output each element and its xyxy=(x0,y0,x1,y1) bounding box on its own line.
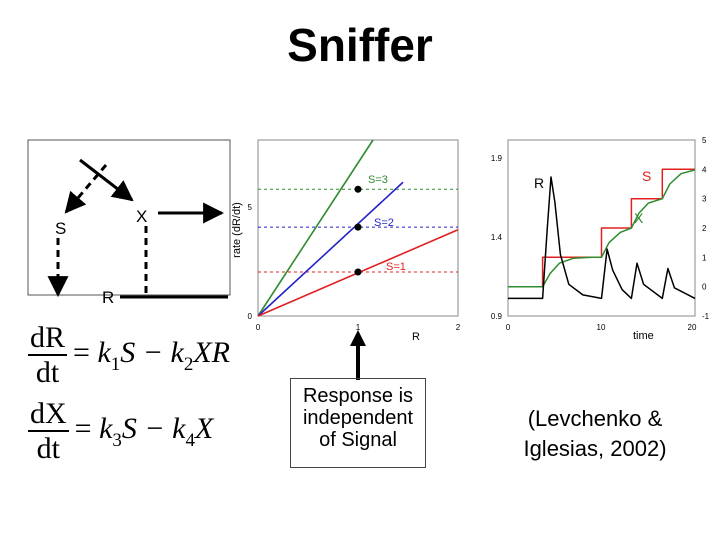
node-r-label: R xyxy=(102,288,114,307)
label-s1: S=1 xyxy=(386,261,406,273)
citation-line: (Levchenko & xyxy=(527,406,663,431)
eq2-k-index: 3 xyxy=(112,430,122,451)
s-to-x-dashed-arrow xyxy=(64,164,108,214)
time-series-line xyxy=(508,176,696,300)
time-left-tick: 0.9 xyxy=(491,312,503,321)
intersection-dot xyxy=(354,185,362,193)
label-s2: S=2 xyxy=(374,217,394,229)
eq2-term2: X xyxy=(195,412,214,445)
time-series-line xyxy=(508,169,696,288)
time-plot-series xyxy=(508,168,696,300)
equation-dx-dt: dX dt = k3S − k4X xyxy=(28,398,213,466)
rate-series-line xyxy=(257,139,374,317)
rate-x-tick: 2 xyxy=(456,323,461,332)
rate-y-tick: 5 xyxy=(248,203,253,212)
time-x-tick: 10 xyxy=(597,323,606,332)
eq2-equals: = xyxy=(74,412,100,445)
time-series-line xyxy=(508,168,695,288)
time-x-tick: 0 xyxy=(506,323,511,332)
diagram-frame xyxy=(27,139,231,296)
time-right-tick: 4 xyxy=(702,165,707,174)
label-s3: S=3 xyxy=(368,174,388,186)
page-title: Sniffer xyxy=(287,19,433,71)
time-right-tick: -1 xyxy=(702,312,710,321)
eq2-k: k xyxy=(99,412,113,445)
rate-series-line xyxy=(257,181,404,317)
citation-line: Iglesias, 2002) xyxy=(523,436,667,461)
eq2-k4: k xyxy=(172,412,186,445)
equation-dr-dt: dR dt = k1S − k2XR xyxy=(28,322,230,390)
eq2-term: S − xyxy=(121,412,173,445)
rate-plot-frame xyxy=(257,139,459,317)
eq1-k2-index: 2 xyxy=(183,354,194,375)
intersection-dot xyxy=(354,268,362,276)
eq2-k4-index: 4 xyxy=(185,430,196,451)
rate-y-tick: 0 xyxy=(248,312,253,321)
response-arrow-head xyxy=(350,330,366,346)
eq1-equals: = xyxy=(73,336,98,369)
signal-source-arrow xyxy=(79,158,134,202)
time-right-tick: 0 xyxy=(702,283,707,292)
response-note-line: of Signal xyxy=(319,429,397,451)
time-right-tick: 1 xyxy=(702,253,707,262)
time-left-tick: 1.4 xyxy=(491,233,503,242)
time-x-tick: 20 xyxy=(688,323,697,332)
response-note-line: Response is xyxy=(302,385,414,407)
response-note-box: Response is independent of Signal xyxy=(290,378,426,468)
eq1-term2: XR xyxy=(193,336,230,369)
intersection-dot xyxy=(354,223,362,231)
time-right-ticks: -1 0 1 2 3 4 5 xyxy=(702,136,710,321)
eq1-rhs: = k1S − k2XR xyxy=(73,336,230,376)
rate-x-tick: 1 xyxy=(356,323,361,332)
time-plot-frame xyxy=(507,139,696,317)
citation: (Levchenko & Iglesias, 2002) xyxy=(505,404,685,464)
node-x-label: X xyxy=(136,207,147,226)
label-x: X xyxy=(634,210,644,226)
eq2-denominator: dt xyxy=(36,432,60,465)
time-left-tick: 1.9 xyxy=(491,154,503,163)
time-right-tick: 3 xyxy=(702,195,707,204)
time-plot-xlabel: time xyxy=(633,330,654,342)
eq1-fraction: dR dt xyxy=(28,321,68,390)
eq2-rhs: = k3S − k4X xyxy=(75,412,214,452)
node-s-label: S xyxy=(55,219,66,238)
time-right-tick: 2 xyxy=(702,224,707,233)
eq1-denominator: dt xyxy=(35,356,60,389)
eq1-k: k xyxy=(97,336,111,369)
eq1-k2: k xyxy=(170,336,184,369)
eq2-fraction: dX dt xyxy=(28,398,69,466)
rate-plot-ylabel: rate (dR/dt) xyxy=(231,202,243,258)
eq2-numerator: dX xyxy=(28,397,69,432)
rate-plot-xlabel: R xyxy=(412,331,420,343)
label-r: R xyxy=(534,175,544,191)
eq1-numerator: dR xyxy=(28,321,68,356)
eq1-k-index: 1 xyxy=(110,354,121,375)
eq1-term: S − xyxy=(120,336,171,369)
response-note-line: independent xyxy=(302,407,414,429)
rate-plot-intersection-dots xyxy=(354,185,362,276)
time-right-tick: 5 xyxy=(702,136,707,145)
rate-x-tick: 0 xyxy=(256,323,261,332)
label-s: S xyxy=(642,168,651,184)
